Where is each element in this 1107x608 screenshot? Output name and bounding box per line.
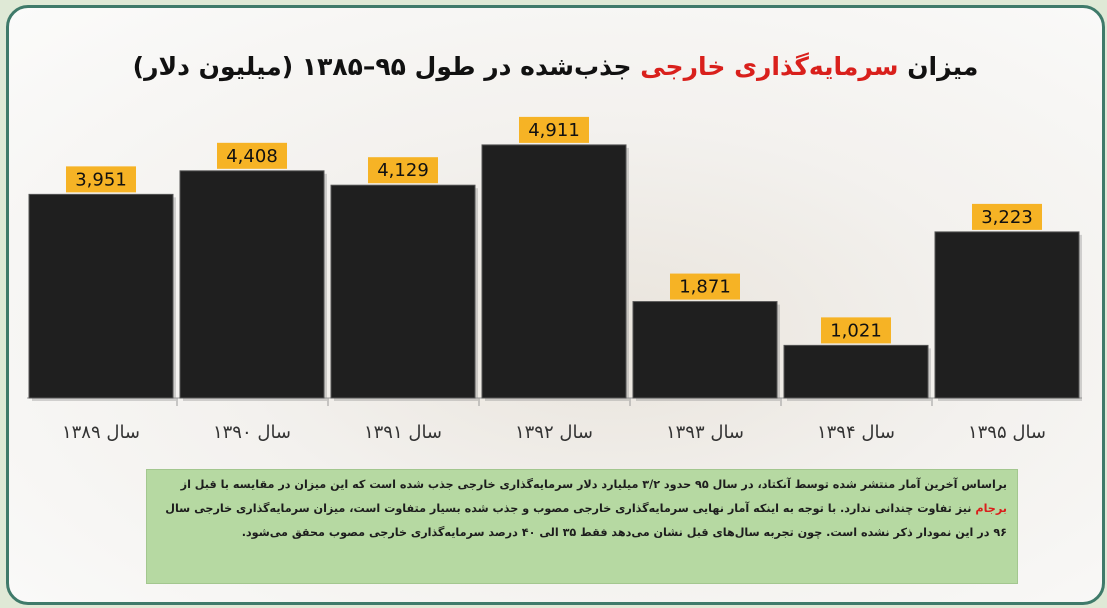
- data-label-bg: [519, 116, 589, 143]
- data-label-bg: [821, 317, 891, 344]
- title-part1: میزان: [898, 52, 979, 81]
- category-label: سال ۱۳۸۹: [62, 422, 140, 443]
- data-label-bg: [66, 166, 136, 193]
- bar: [28, 193, 174, 399]
- title-part2: جذب‌شده در طول ۹۵–۱۳۸۵ (میلیون دلار): [132, 52, 641, 81]
- bar: [934, 231, 1080, 399]
- category-label: سال ۱۳۹۳: [666, 422, 744, 443]
- note-text-2: نیز تفاوت چندانی ندارد. با توجه به اینکه…: [165, 502, 1007, 539]
- category-label: سال ۱۳۹۲: [515, 422, 593, 443]
- note-highlight: برجام: [975, 502, 1007, 515]
- category-label: سال ۱۳۹۴: [817, 422, 895, 443]
- data-label-bg: [217, 142, 287, 169]
- data-label: 3,951: [75, 169, 127, 190]
- data-label: 4,408: [226, 146, 278, 167]
- data-label: 4,129: [377, 160, 429, 181]
- category-label: سال ۱۳۹۱: [364, 422, 442, 443]
- category-label: سال ۱۳۹۵: [968, 422, 1046, 443]
- data-label-bg: [670, 273, 740, 300]
- infographic-frame: میزان سرمایه‌گذاری خارجی جذب‌شده در طول …: [6, 5, 1105, 605]
- category-label: سال ۱۳۹۰: [213, 422, 291, 443]
- bar: [481, 144, 627, 399]
- title-highlight: سرمایه‌گذاری خارجی: [640, 52, 899, 81]
- chart-title: میزان سرمایه‌گذاری خارجی جذب‌شده در طول …: [9, 52, 1102, 81]
- bar: [783, 344, 929, 399]
- data-label-bg: [368, 157, 438, 184]
- data-label: 4,911: [528, 120, 580, 141]
- note-text-1: براساس آخرین آمار منتشر شده توسط آنکتاد،…: [180, 478, 1007, 491]
- data-label-bg: [972, 203, 1042, 230]
- data-label: 1,021: [830, 320, 882, 341]
- data-label: 1,871: [679, 277, 731, 298]
- bar: [330, 184, 476, 399]
- data-label: 3,223: [981, 207, 1033, 228]
- bar: [632, 301, 778, 399]
- explanatory-note: براساس آخرین آمار منتشر شده توسط آنکتاد،…: [146, 469, 1018, 584]
- bar: [179, 170, 325, 399]
